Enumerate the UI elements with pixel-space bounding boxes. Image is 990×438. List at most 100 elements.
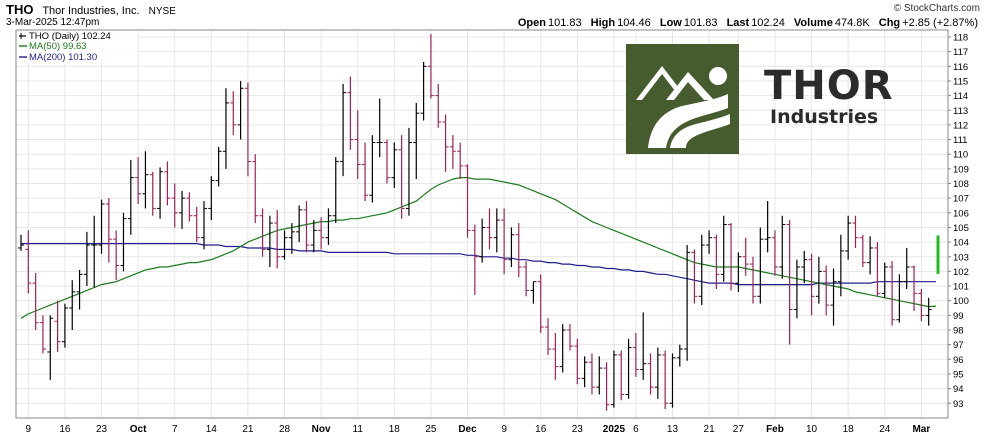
- high-value: 104.46: [617, 17, 651, 29]
- ohlc-bar: [332, 157, 339, 224]
- low-value: 101.83: [683, 17, 718, 29]
- x-tick-label: 2025: [603, 424, 626, 435]
- ohlc-bar: [618, 350, 625, 401]
- ohlc-bar: [713, 234, 720, 289]
- x-tick-label: 11: [353, 424, 364, 435]
- ohlc-bar: [18, 234, 24, 251]
- y-tick-label: 93: [953, 399, 964, 410]
- x-tick-label: 27: [733, 424, 745, 435]
- ohlc-bar: [479, 218, 486, 263]
- change-value: +2.85 (+2.87%): [902, 17, 978, 29]
- ohlc-bar: [493, 208, 500, 253]
- x-tick-label: 25: [425, 424, 437, 435]
- ohlc-bar: [274, 209, 281, 269]
- ohlc-bar: [98, 199, 105, 254]
- y-tick-label: 109: [953, 164, 969, 175]
- ohlc-bar: [823, 265, 830, 316]
- x-tick-label: 21: [704, 424, 716, 435]
- ohlc-bar: [230, 91, 237, 136]
- ohlc-bar: [135, 157, 142, 205]
- ohlc-bar: [113, 230, 120, 281]
- y-tick-label: 108: [953, 179, 969, 190]
- ohlc-bar: [574, 338, 581, 385]
- ohlc-bar: [501, 208, 508, 275]
- ticker-symbol: THO: [6, 2, 34, 17]
- ohlc-bar: [39, 315, 46, 354]
- ma200-line: [21, 243, 936, 286]
- ohlc-bar: [852, 215, 859, 248]
- ohlc-bar: [296, 205, 303, 243]
- y-tick-label: 98: [953, 326, 964, 337]
- y-tick-label: 112: [953, 120, 968, 131]
- ohlc-bar: [259, 208, 266, 257]
- ohlc-bar: [640, 312, 647, 380]
- ohlc-bar: [581, 356, 588, 388]
- logo-subtext: Industries: [770, 106, 879, 128]
- ohlc-bar: [244, 82, 251, 177]
- ohlc-bar: [362, 142, 369, 202]
- open-label: Open: [517, 17, 546, 29]
- ohlc-bar: [698, 234, 705, 306]
- y-tick-label: 105: [953, 223, 969, 234]
- y-tick-label: 111: [953, 135, 967, 146]
- x-tick-label: 23: [572, 424, 584, 435]
- ohlc-bar: [793, 259, 800, 319]
- plot-frame: [15, 29, 949, 419]
- ohlc-bar: [303, 201, 310, 253]
- y-tick-label: 100: [953, 296, 969, 307]
- ohlc-bar: [706, 230, 713, 254]
- ohlc-bar: [632, 332, 639, 377]
- ohlc-bar: [179, 190, 186, 229]
- ohlc-bar: [149, 171, 156, 216]
- ohlc-bar: [120, 212, 127, 272]
- ohlc-bar: [801, 250, 808, 284]
- ohlc-bar: [845, 215, 852, 260]
- ohlc-bar: [610, 350, 617, 408]
- ohlc-bar: [157, 167, 164, 219]
- y-tick-label: 117: [953, 47, 968, 58]
- ohlc-bar: [691, 249, 698, 304]
- ohlc-bar: [435, 83, 442, 128]
- x-tick-label: 9: [26, 424, 32, 435]
- ohlc-bar: [537, 274, 544, 333]
- ohlc-bar: [215, 146, 222, 187]
- ohlc-bar: [32, 272, 39, 330]
- ohlc-bar: [281, 230, 288, 260]
- ohlc-bar: [325, 208, 332, 246]
- ohlc-bar: [186, 192, 193, 222]
- high-label: High: [590, 17, 616, 29]
- ohlc-bar: [142, 151, 149, 209]
- y-tick-label: 97: [953, 340, 964, 351]
- x-tick-label: 16: [535, 424, 547, 435]
- volume-label: Volume: [793, 17, 833, 29]
- ohlc-bar: [654, 347, 661, 399]
- company-name: Thor Industries, Inc.: [42, 5, 140, 17]
- ohlc-bar: [830, 268, 837, 326]
- ohlc-bar: [684, 245, 691, 361]
- ohlc-bar: [76, 269, 83, 310]
- x-tick-label: 13: [667, 424, 679, 435]
- ohlc-bar: [735, 252, 742, 292]
- ohlc-bar: [201, 201, 207, 250]
- ohlc-bar: [354, 110, 361, 180]
- ohlc-bar: [208, 176, 215, 221]
- ohlc-bar: [859, 234, 866, 268]
- ohlc-bar: [427, 34, 434, 99]
- ohlc-bar: [47, 315, 54, 380]
- open-value: 101.83: [547, 17, 582, 29]
- y-tick-label: 115: [953, 76, 968, 87]
- x-tick-label: Nov: [312, 424, 331, 435]
- ohlc-bar: [530, 281, 537, 304]
- legend-ma200: MA(200) 101.30: [29, 52, 97, 63]
- ohlc-bar: [266, 215, 273, 268]
- ohlc-bar: [881, 262, 888, 298]
- y-tick-label: 107: [953, 194, 969, 205]
- y-tick-label: 101: [953, 282, 969, 293]
- x-tick-label: 24: [879, 424, 891, 435]
- ohlc-bar: [508, 227, 515, 268]
- ohlc-bar: [25, 230, 32, 294]
- y-tick-label: 94: [953, 384, 964, 395]
- y-tick-label: 116: [953, 62, 968, 73]
- y-tick-label: 99: [953, 311, 964, 322]
